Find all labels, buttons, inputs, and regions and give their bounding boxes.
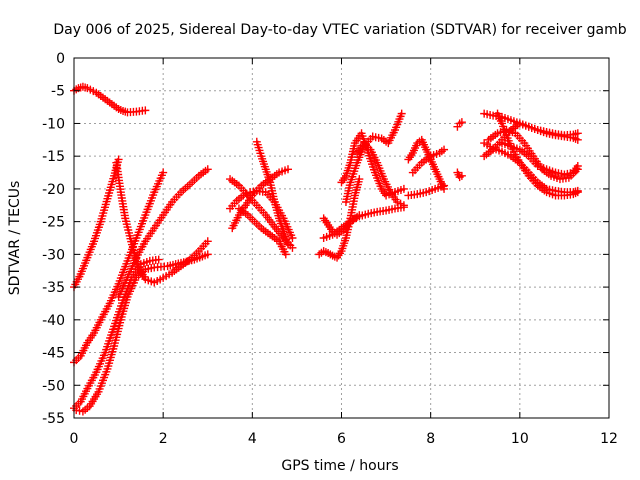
x-tick-label: 0 xyxy=(70,431,79,447)
series-21 xyxy=(408,145,449,177)
series-25 xyxy=(480,119,582,161)
data-point xyxy=(203,237,212,246)
y-tick-label: -30 xyxy=(42,247,65,263)
series-8 xyxy=(226,175,297,252)
y-tick-label: -10 xyxy=(42,116,65,132)
x-tick-label: 6 xyxy=(337,431,346,447)
data-point xyxy=(573,188,582,197)
series-15 xyxy=(319,203,408,242)
series-22 xyxy=(453,118,466,131)
series-29 xyxy=(498,139,582,179)
data-point xyxy=(457,171,466,180)
series-18 xyxy=(353,139,408,210)
data-point xyxy=(397,109,406,118)
y-tick-label: -15 xyxy=(42,149,65,165)
x-tick-label: 10 xyxy=(511,431,529,447)
series-16 xyxy=(337,129,408,200)
data-point xyxy=(399,184,408,193)
data-point xyxy=(440,181,449,190)
series-20 xyxy=(404,181,449,200)
data-point xyxy=(284,240,292,249)
x-tick-label: 4 xyxy=(248,431,257,447)
data-point xyxy=(284,165,292,174)
y-tick-label: -40 xyxy=(42,313,65,329)
series-13 xyxy=(315,175,364,262)
series-12 xyxy=(252,137,292,249)
series-4 xyxy=(70,168,168,367)
data-point xyxy=(288,234,297,242)
data-point xyxy=(288,243,297,252)
x-tick-label: 8 xyxy=(426,431,435,447)
data-point xyxy=(355,175,364,184)
data-point xyxy=(203,165,212,174)
chart-title: Day 006 of 2025, Sidereal Day-to-day VTE… xyxy=(53,22,626,38)
data-point xyxy=(154,255,163,264)
series-28 xyxy=(493,109,582,200)
data-marks xyxy=(70,82,582,416)
data-point xyxy=(573,135,582,144)
y-tick-label: -35 xyxy=(42,280,65,296)
y-tick-label: 0 xyxy=(56,51,65,67)
data-point xyxy=(573,162,582,170)
series-11 xyxy=(234,204,290,259)
data-point xyxy=(440,145,449,154)
data-point xyxy=(159,168,168,177)
data-point xyxy=(457,118,466,127)
y-tick-label: -50 xyxy=(42,378,65,394)
series-7 xyxy=(114,165,212,301)
y-tick-label: -55 xyxy=(42,411,65,427)
x-axis-label: GPS time / hours xyxy=(281,458,398,474)
y-tick-label: -25 xyxy=(42,215,65,231)
ticks: 0 2 4 6 8 10 12 0 -5 -10 -15 -20 -25 -30 -35 -40 -45 -50 -… xyxy=(42,51,618,447)
y-tick-label: -5 xyxy=(51,84,65,100)
series-6 xyxy=(72,250,212,416)
y-tick-label: -20 xyxy=(42,182,65,198)
series-2 xyxy=(70,155,123,292)
y-tick-label: -45 xyxy=(42,346,65,362)
data-point xyxy=(399,201,408,210)
data-point xyxy=(281,250,290,259)
data-point xyxy=(141,106,150,115)
data-point xyxy=(203,250,212,259)
series-19 xyxy=(404,135,449,193)
y-axis-label: SDTVAR / TECUs xyxy=(7,181,23,296)
series-23 xyxy=(453,168,466,182)
series-1 xyxy=(70,82,150,117)
grid xyxy=(74,58,609,418)
x-tick-label: 12 xyxy=(600,431,618,447)
x-tick-label: 2 xyxy=(159,431,168,447)
